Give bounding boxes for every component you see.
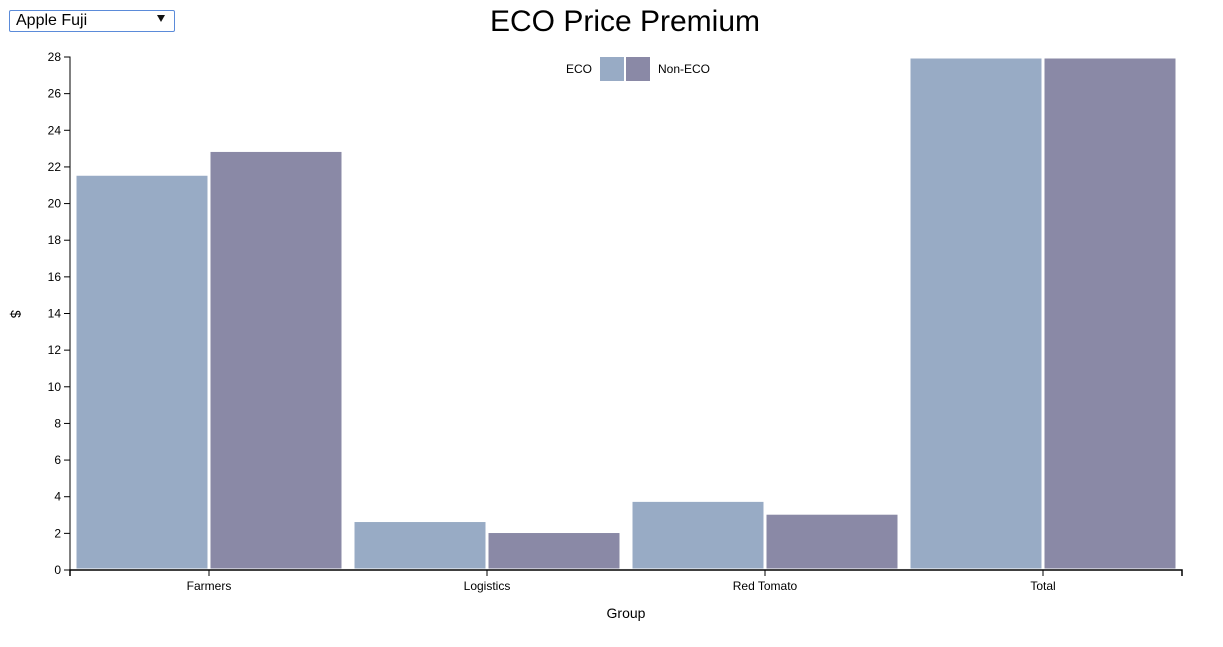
y-tick-label: 8 <box>54 416 61 430</box>
legend-label-eco: ECO <box>566 62 592 76</box>
bar-farmers-eco <box>73 172 211 572</box>
product-select-value: Apple Fuji <box>16 12 88 29</box>
bar-red-tomato-non-eco <box>763 511 901 572</box>
x-tick-label: Red Tomato <box>733 579 798 593</box>
bar-total-non-eco <box>1041 55 1179 572</box>
bar-farmers-non-eco <box>207 148 345 572</box>
y-tick-label: 12 <box>48 343 62 357</box>
x-axis-label: Group <box>607 605 646 621</box>
x-axis: Farmers Logistics Red Tomato Total <box>69 569 1183 593</box>
bar-logistics-eco <box>351 519 489 572</box>
x-axis-line <box>69 569 1183 576</box>
bar-total-eco <box>907 55 1045 572</box>
y-tick-label: 4 <box>54 490 61 504</box>
y-tick-label: 26 <box>48 87 62 101</box>
legend-swatch-non-eco <box>626 57 650 81</box>
y-tick-label: 10 <box>48 380 62 394</box>
x-tick-label: Farmers <box>187 579 232 593</box>
y-tick-label: 18 <box>48 233 62 247</box>
x-tick-label: Total <box>1030 579 1055 593</box>
bars-layer <box>73 55 1179 572</box>
product-select[interactable]: Apple Fuji <box>9 10 175 32</box>
y-tick-label: 22 <box>48 160 62 174</box>
y-tick-label: 14 <box>48 307 62 321</box>
chart-title: ECO Price Premium <box>490 5 760 38</box>
bar-logistics-non-eco <box>485 530 623 572</box>
legend-label-non-eco: Non-ECO <box>658 62 710 76</box>
y-tick-label: 2 <box>54 526 61 540</box>
chevron-down-icon <box>157 15 165 22</box>
y-axis-label: $ <box>8 310 24 318</box>
y-tick-label: 16 <box>48 270 62 284</box>
y-tick-label: 6 <box>54 453 61 467</box>
bar-red-tomato-eco <box>629 498 767 572</box>
legend-swatch-eco <box>600 57 624 81</box>
y-tick-label: 0 <box>54 563 61 577</box>
y-tick-label: 20 <box>48 197 62 211</box>
y-tick-label: 28 <box>48 50 62 64</box>
y-tick-label: 24 <box>48 123 62 137</box>
legend: ECO Non-ECO <box>566 57 710 81</box>
x-tick-label: Logistics <box>464 579 511 593</box>
